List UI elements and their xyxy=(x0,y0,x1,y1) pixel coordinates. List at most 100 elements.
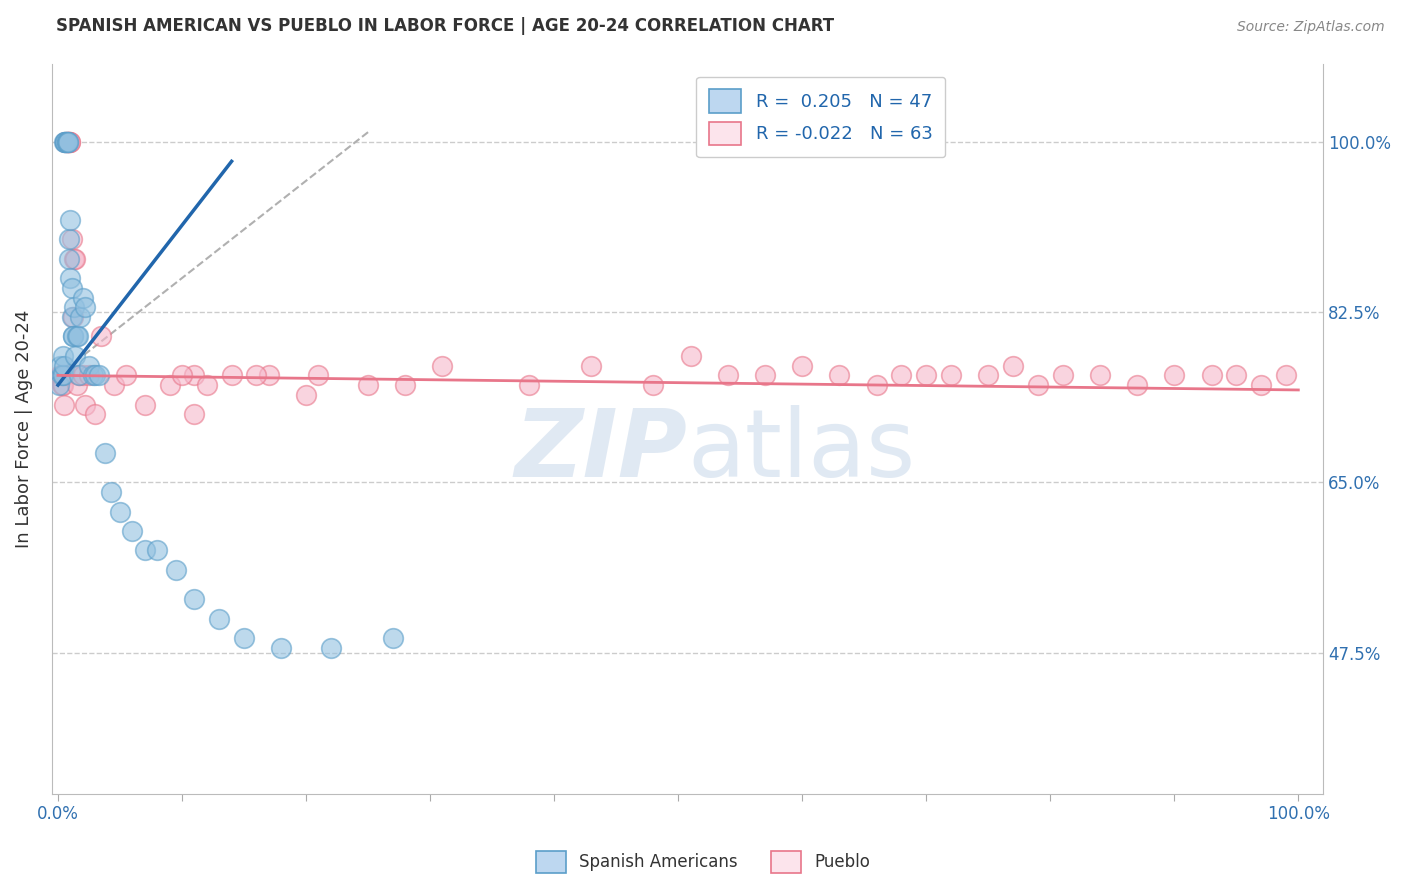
Point xyxy=(828,368,851,383)
Point xyxy=(59,135,82,149)
Point xyxy=(59,135,82,149)
Point xyxy=(1250,378,1272,392)
Point xyxy=(63,252,86,266)
Point xyxy=(59,212,82,227)
Point xyxy=(1088,368,1111,383)
Point xyxy=(939,368,962,383)
Point xyxy=(134,543,156,558)
Point xyxy=(60,232,83,246)
Point xyxy=(49,368,72,383)
Point xyxy=(134,398,156,412)
Point xyxy=(69,310,91,324)
Point xyxy=(1052,368,1074,383)
Point xyxy=(51,368,73,383)
Point xyxy=(517,378,540,392)
Point xyxy=(75,300,97,314)
Point xyxy=(56,135,79,149)
Point xyxy=(103,378,125,392)
Point xyxy=(67,368,90,383)
Point xyxy=(75,398,97,412)
Point xyxy=(121,524,143,538)
Point xyxy=(90,329,112,343)
Point xyxy=(319,640,342,655)
Point xyxy=(55,135,77,149)
Point xyxy=(53,398,76,412)
Point xyxy=(65,378,87,392)
Text: ZIP: ZIP xyxy=(515,405,688,497)
Point xyxy=(55,135,77,149)
Point xyxy=(165,563,187,577)
Point xyxy=(1275,368,1298,383)
Point xyxy=(208,611,231,625)
Point xyxy=(58,252,80,266)
Point xyxy=(51,378,73,392)
Point xyxy=(56,135,79,149)
Point xyxy=(53,359,76,373)
Point xyxy=(581,359,603,373)
Point xyxy=(1002,359,1025,373)
Point xyxy=(245,368,267,383)
Point xyxy=(1126,378,1149,392)
Text: SPANISH AMERICAN VS PUEBLO IN LABOR FORCE | AGE 20-24 CORRELATION CHART: SPANISH AMERICAN VS PUEBLO IN LABOR FORC… xyxy=(56,17,834,35)
Point xyxy=(381,631,404,645)
Point xyxy=(55,368,77,383)
Point xyxy=(183,368,205,383)
Point xyxy=(55,135,77,149)
Point xyxy=(257,368,280,383)
Point xyxy=(1225,368,1247,383)
Point xyxy=(717,368,740,383)
Point xyxy=(295,388,318,402)
Point xyxy=(1201,368,1223,383)
Point xyxy=(754,368,776,383)
Point xyxy=(865,378,887,392)
Point xyxy=(394,378,416,392)
Point xyxy=(72,291,94,305)
Point xyxy=(77,359,100,373)
Point xyxy=(52,378,75,392)
Point xyxy=(55,135,77,149)
Point xyxy=(357,378,380,392)
Point xyxy=(233,631,256,645)
Legend: R =  0.205   N = 47, R = -0.022   N = 63: R = 0.205 N = 47, R = -0.022 N = 63 xyxy=(696,77,945,158)
Point xyxy=(65,252,87,266)
Text: atlas: atlas xyxy=(688,405,915,497)
Point xyxy=(84,407,107,421)
Text: Source: ZipAtlas.com: Source: ZipAtlas.com xyxy=(1237,21,1385,34)
Point xyxy=(62,329,84,343)
Point xyxy=(65,329,87,343)
Point xyxy=(62,310,84,324)
Point xyxy=(977,368,1000,383)
Point xyxy=(55,135,77,149)
Point xyxy=(60,281,83,295)
Point xyxy=(62,329,84,343)
Point xyxy=(87,368,110,383)
Point xyxy=(195,378,218,392)
Point xyxy=(221,368,243,383)
Point xyxy=(307,368,329,383)
Point xyxy=(48,378,70,392)
Point xyxy=(58,135,80,149)
Point xyxy=(270,640,292,655)
Point xyxy=(159,378,181,392)
Point xyxy=(65,349,87,363)
Point xyxy=(915,368,938,383)
Point xyxy=(100,485,122,500)
Point xyxy=(115,368,138,383)
Point xyxy=(643,378,665,392)
Point xyxy=(63,300,86,314)
Point xyxy=(56,135,79,149)
Legend: Spanish Americans, Pueblo: Spanish Americans, Pueblo xyxy=(529,845,877,880)
Point xyxy=(55,135,77,149)
Point xyxy=(170,368,193,383)
Point xyxy=(146,543,169,558)
Point xyxy=(679,349,702,363)
Point xyxy=(77,368,100,383)
Point xyxy=(183,407,205,421)
Point xyxy=(52,368,75,383)
Point xyxy=(1163,368,1185,383)
Point xyxy=(84,368,107,383)
Point xyxy=(183,592,205,607)
Point xyxy=(1026,378,1049,392)
Point xyxy=(60,310,83,324)
Point xyxy=(792,359,814,373)
